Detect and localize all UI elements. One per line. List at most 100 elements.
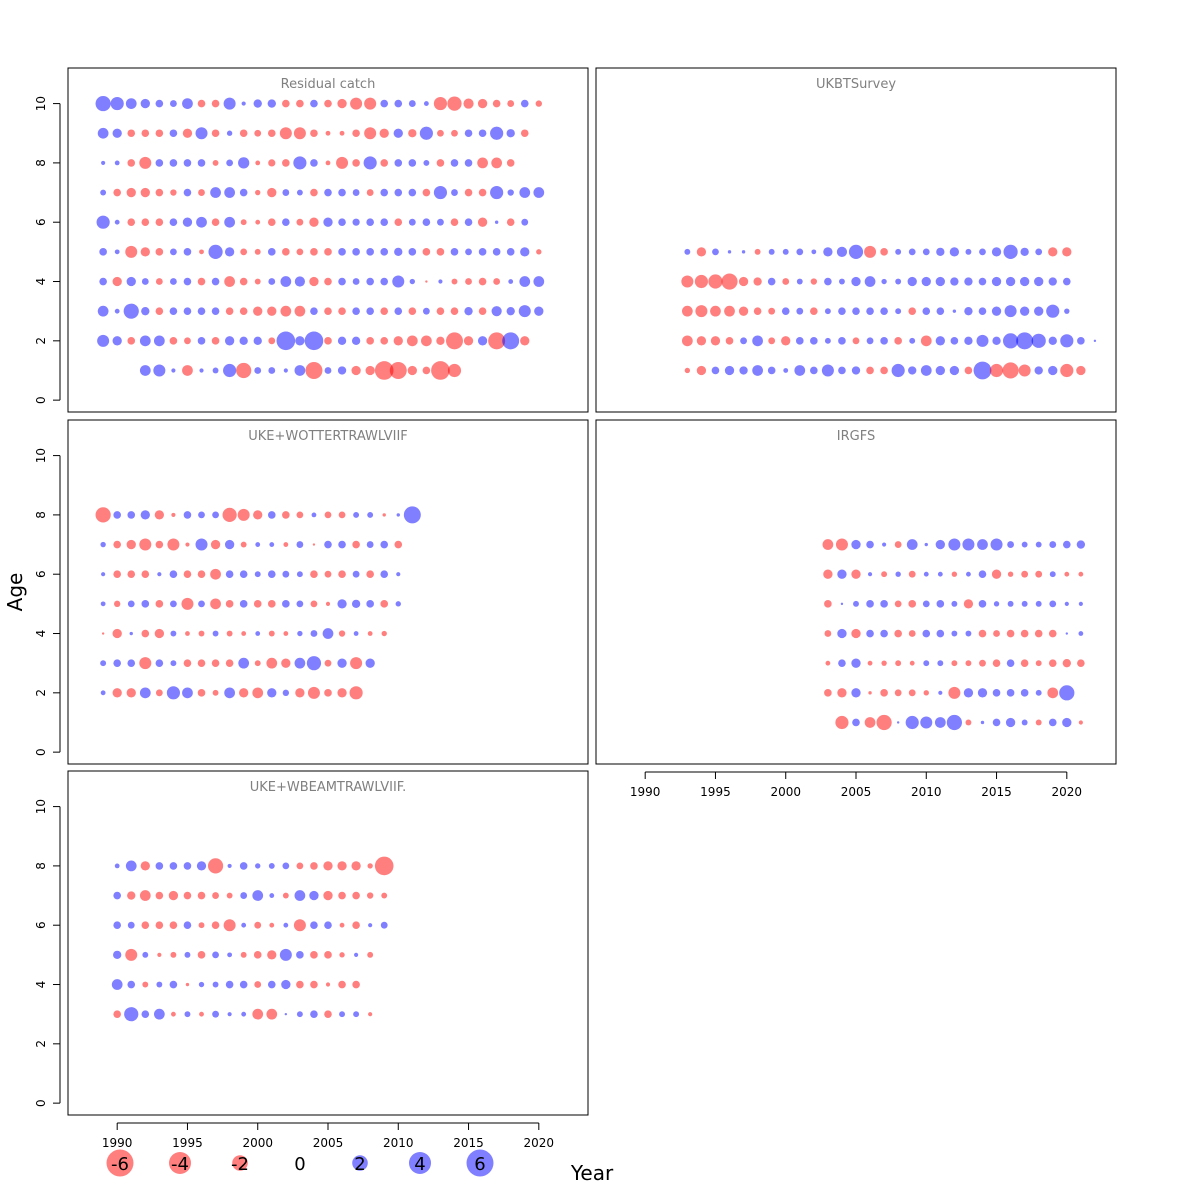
residual-bubble [212, 689, 219, 696]
residual-bubble [155, 99, 164, 108]
residual-bubble [252, 890, 264, 901]
residual-bubble [226, 892, 233, 899]
residual-bubble [141, 600, 150, 608]
residual-bubble [724, 365, 735, 376]
residual-bubble [240, 541, 247, 548]
residual-bubble [991, 276, 1002, 287]
residual-bubble [254, 367, 262, 374]
residual-bubble [821, 364, 834, 377]
residual-bubble [368, 923, 373, 928]
residual-bubble [296, 980, 304, 989]
residual-bubble [140, 247, 150, 257]
residual-bubble [518, 305, 531, 318]
residual-bubble [338, 570, 346, 579]
residual-bubble [255, 160, 261, 166]
residual-bubble [141, 129, 150, 138]
residual-bubble [478, 129, 487, 138]
residual-bubble [139, 335, 151, 347]
residual-bubble [965, 660, 972, 667]
legend-bubble [466, 1149, 494, 1177]
residual-bubble [381, 630, 387, 637]
residual-bubble [153, 364, 166, 377]
residual-bubble [1076, 540, 1086, 549]
residual-bubble [252, 1008, 264, 1020]
residual-bubble [520, 247, 530, 257]
residual-bubble [533, 187, 545, 198]
residual-bubble [171, 368, 176, 373]
residual-bubble [267, 688, 277, 698]
residual-bubble [433, 97, 448, 111]
residual-bubble [447, 96, 462, 111]
residual-bubble [851, 628, 861, 639]
residual-bubble [727, 250, 732, 254]
residual-bubble [436, 336, 445, 345]
residual-bubble [225, 980, 234, 989]
residual-bubble [224, 216, 235, 228]
x-tick-label: 2010 [911, 785, 942, 799]
residual-bubble [724, 305, 735, 317]
residual-bubble [240, 248, 248, 256]
residual-bubble [184, 337, 191, 345]
residual-bubble [197, 951, 206, 959]
residual-bubble [1035, 570, 1043, 578]
residual-bubble [965, 248, 972, 255]
residual-bubble [239, 277, 248, 286]
residual-bubble [507, 100, 515, 107]
residual-bubble [1078, 571, 1084, 577]
residual-bubble [208, 244, 223, 259]
residual-bubble [463, 336, 474, 346]
residual-bubble [282, 159, 290, 167]
residual-bubble [1060, 334, 1074, 348]
residual-bubble [380, 307, 389, 315]
residual-bubble [140, 861, 150, 871]
residual-bubble [993, 630, 1000, 637]
residual-bubble [864, 276, 876, 287]
residual-bubble [921, 276, 931, 287]
residual-bubble [239, 129, 248, 138]
residual-bubble [210, 187, 221, 198]
residual-bubble [1004, 305, 1017, 318]
residual-bubble [451, 129, 458, 137]
residual-bubble [198, 189, 205, 196]
residual-bubble [891, 363, 905, 378]
residual-bubble [281, 979, 291, 990]
residual-bubble [155, 218, 164, 227]
residual-bubble [895, 248, 902, 255]
y-tick-label: 6 [34, 218, 48, 226]
residual-bubble [211, 659, 220, 667]
residual-bubble [494, 220, 499, 224]
y-tick-label: 0 [34, 396, 48, 404]
residual-bubble [212, 951, 219, 959]
residual-bubble [864, 245, 877, 258]
residual-bubble [365, 365, 375, 376]
residual-bubble [880, 337, 888, 345]
residual-bubble [97, 305, 109, 317]
residual-bubble [153, 335, 165, 347]
residual-bubble [282, 892, 289, 899]
residual-bubble [267, 99, 276, 108]
residual-bubble [753, 307, 762, 315]
residual-bubble [339, 922, 345, 928]
residual-bubble [905, 715, 919, 730]
residual-bubble [170, 600, 177, 608]
residual-bubble [352, 189, 360, 196]
x-tick-label: 2015 [453, 1136, 484, 1150]
residual-bubble [936, 629, 945, 638]
residual-bubble [768, 248, 775, 255]
residual-bubble [977, 539, 988, 550]
residual-bubble [374, 856, 394, 876]
residual-bubble [894, 600, 902, 608]
residual-bubble [112, 688, 122, 698]
residual-bubble [681, 275, 694, 288]
residual-bubble [101, 160, 106, 165]
residual-bubble [113, 659, 121, 667]
residual-bubble [810, 337, 818, 345]
legend-label: -2 [231, 1154, 249, 1175]
residual-bubble [239, 980, 248, 989]
residual-bubble [282, 511, 290, 519]
residual-bubble [380, 600, 389, 608]
residual-bubble [226, 630, 233, 637]
residual-bubble [436, 159, 445, 167]
residual-bubble [269, 542, 275, 547]
